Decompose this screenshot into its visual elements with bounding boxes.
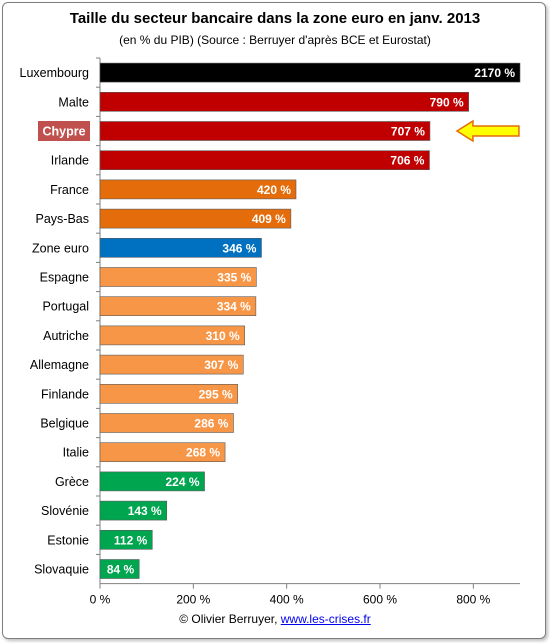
value-label: 268 %: [186, 446, 220, 460]
bar: [99, 150, 430, 170]
value-label: 84 %: [107, 563, 135, 577]
value-label: 310 %: [206, 329, 240, 343]
value-label: 346 %: [222, 241, 256, 255]
value-label: 707 %: [391, 125, 425, 139]
category-label: Malte: [58, 95, 89, 109]
value-label: 409 %: [252, 212, 286, 226]
highlight-box: [38, 121, 90, 141]
bar: [99, 383, 238, 404]
bar: [99, 296, 257, 317]
bar: [99, 442, 226, 463]
category-label: Zone euro: [32, 241, 89, 255]
category-label: Italie: [63, 446, 89, 460]
bar: [99, 208, 292, 229]
category-label: Slovénie: [41, 504, 89, 518]
value-label: 790 %: [430, 95, 464, 109]
bar: [99, 354, 244, 375]
category-label: Slovaquie: [34, 563, 89, 577]
x-tick-label: 400 %: [270, 593, 304, 607]
bar: [99, 471, 205, 492]
category-label: Chypre: [42, 125, 85, 139]
value-label: 224 %: [166, 475, 200, 489]
category-label: Autriche: [43, 329, 89, 343]
credit-author: © Olivier Berruyer,: [179, 612, 281, 626]
credit-line: © Olivier Berruyer, www.les-crises.fr: [0, 612, 550, 626]
value-label: 295 %: [199, 387, 233, 401]
bar: [99, 529, 153, 550]
bar: [99, 267, 257, 287]
category-label: Allemagne: [30, 358, 89, 372]
category-label: Irlande: [51, 154, 89, 168]
bar: [99, 92, 469, 112]
chart-subtitle: (en % du PIB) (Source : Berruyer d'après…: [119, 33, 431, 47]
x-tick-label: 600 %: [363, 593, 397, 607]
value-label: 286 %: [194, 417, 228, 431]
chart-title: Taille du secteur bancaire dans la zone …: [69, 10, 481, 27]
value-label: 2170 %: [474, 66, 515, 80]
category-label: Pays-Bas: [36, 212, 90, 226]
bar: [99, 62, 521, 83]
bar: [99, 500, 168, 521]
value-label: 112 %: [114, 533, 148, 547]
bar: [99, 238, 262, 258]
x-tick-label: 0 %: [90, 593, 111, 607]
value-label: 335 %: [217, 271, 251, 285]
highlight-arrow: [455, 119, 520, 143]
value-label: 307 %: [204, 358, 238, 372]
credit-link[interactable]: www.les-crises.fr: [280, 612, 371, 626]
category-label: Espagne: [40, 271, 89, 285]
x-tick-label: 200 %: [176, 593, 210, 607]
bar: [99, 325, 245, 346]
value-label: 143 %: [128, 504, 162, 518]
bar: [99, 179, 297, 200]
category-label: Belgique: [40, 417, 89, 431]
category-label: Finlande: [41, 387, 89, 401]
bar: [99, 121, 431, 141]
category-label: Estonie: [47, 533, 89, 547]
value-label: 420 %: [257, 183, 291, 197]
category-label: Portugal: [42, 300, 89, 314]
bar: [99, 559, 140, 579]
value-label: 334 %: [217, 300, 251, 314]
bar: [99, 413, 234, 433]
category-label: Luxembourg: [20, 66, 90, 80]
value-label: 706 %: [390, 154, 424, 168]
category-label: France: [50, 183, 89, 197]
category-label: Grèce: [55, 475, 89, 489]
x-tick-label: 800 %: [456, 593, 490, 607]
